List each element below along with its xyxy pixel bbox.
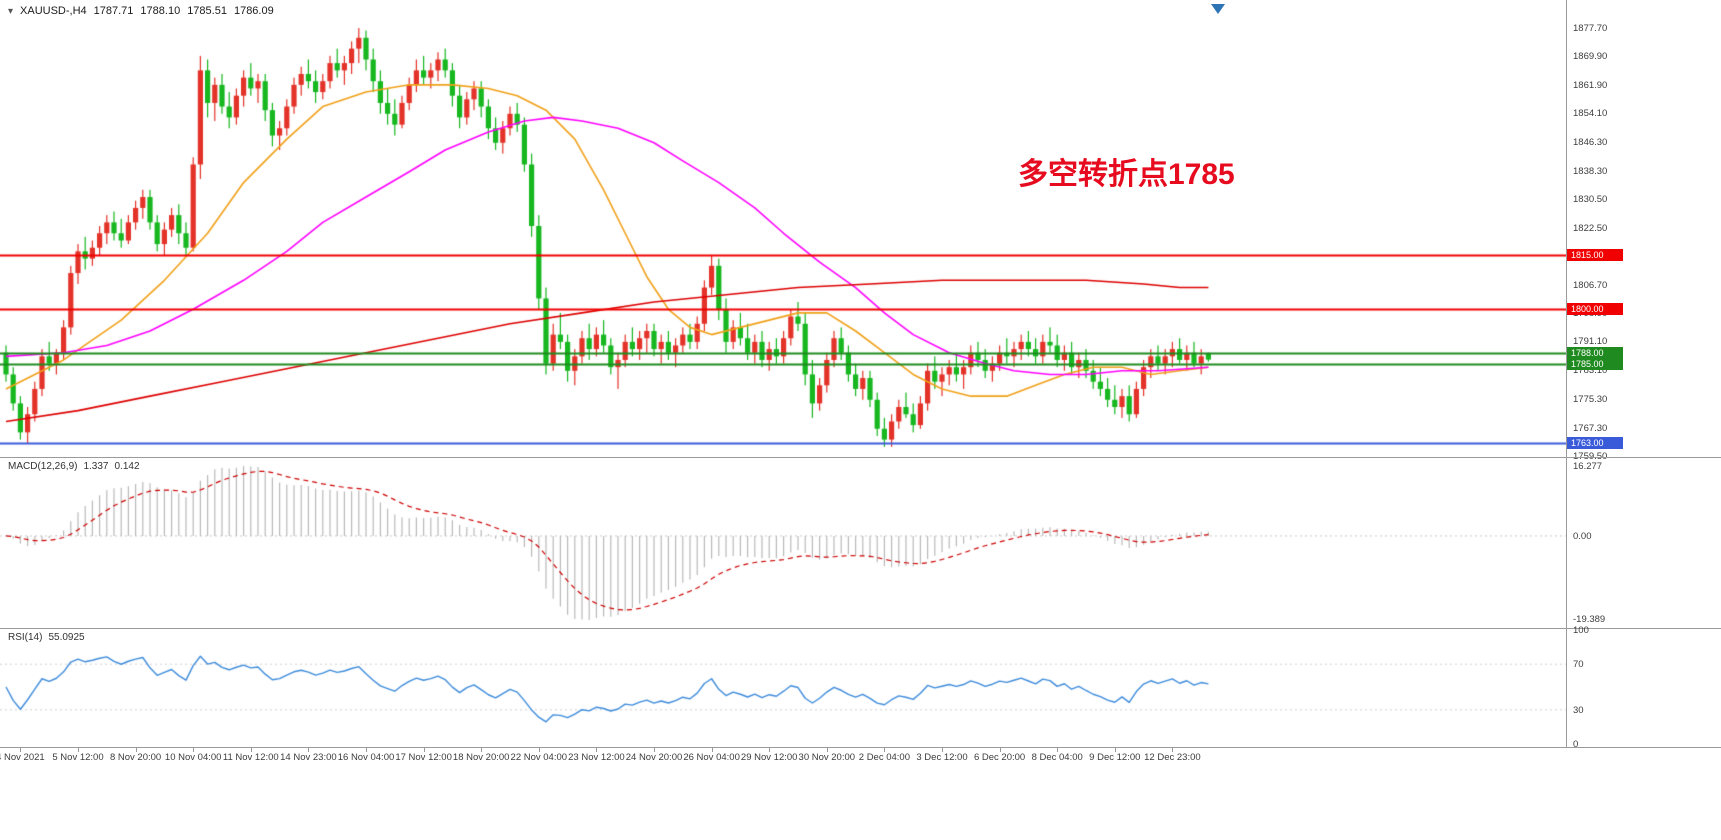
rsi-axis-label: 0 bbox=[1573, 739, 1579, 750]
rsi-axis[interactable]: 100 70 30 0 bbox=[1567, 625, 1721, 750]
time-axis-label: 6 Dec 20:00 bbox=[973, 752, 1026, 763]
time-axis-label: 24 Nov 20:00 bbox=[625, 752, 683, 763]
time-axis-tick bbox=[1172, 748, 1174, 752]
high-value: 1788.10 bbox=[140, 5, 181, 17]
rsi-axis-label: 70 bbox=[1573, 659, 1584, 671]
time-axis-tick bbox=[942, 748, 943, 752]
macd-axis-label: 0.00 bbox=[1573, 530, 1592, 542]
close-value: 1786.09 bbox=[233, 5, 274, 17]
symbol-ohlc-line: ▾ XAUUSD-,H4 1787.71 1788.10 1785.51 1786.09 bbox=[8, 5, 281, 17]
time-axis-label: 22 Nov 04:00 bbox=[510, 752, 568, 763]
time-axis-tick bbox=[308, 748, 310, 752]
price-axis-label: 1869.90 bbox=[1573, 51, 1608, 63]
time-axis-tick bbox=[711, 748, 713, 752]
macd-main-value: 1.337 bbox=[83, 461, 109, 472]
price-axis-label: 1838.30 bbox=[1573, 165, 1608, 177]
time-axis-label: 14 Nov 23:00 bbox=[280, 752, 337, 763]
time-axis-tick bbox=[769, 748, 771, 752]
price-axis-label: 1822.50 bbox=[1573, 222, 1608, 234]
price-axis-label: 1775.30 bbox=[1573, 393, 1608, 405]
price-axis-label: 1783.10 bbox=[1573, 365, 1608, 377]
open-value: 1787.71 bbox=[93, 5, 134, 17]
time-axis-tick bbox=[1114, 748, 1116, 752]
time-axis-label: 10 Nov 04:00 bbox=[164, 752, 222, 763]
time-axis-tick bbox=[999, 748, 1001, 752]
time-axis[interactable]: 4 Nov 2021 5 Nov 12:00 8 Nov 20:00 10 Nov 0… bbox=[0, 748, 1566, 768]
time-axis-tick bbox=[826, 748, 828, 752]
time-axis-tick bbox=[366, 748, 367, 752]
time-axis-tick bbox=[538, 748, 540, 752]
chart-shift-marker-icon[interactable] bbox=[1211, 4, 1225, 14]
time-axis-tick bbox=[250, 748, 252, 752]
time-axis-label: 8 Nov 20:00 bbox=[109, 752, 162, 763]
macd-panel-divider[interactable] bbox=[0, 457, 1721, 458]
price-axis-label: 1791.10 bbox=[1573, 336, 1608, 348]
rsi-axis-label: 30 bbox=[1573, 704, 1584, 716]
macd-signal-value: 0.142 bbox=[114, 461, 140, 472]
symbol-timeframe: XAUUSD-,H4 bbox=[20, 5, 87, 17]
time-axis-label: 9 Dec 12:00 bbox=[1089, 752, 1141, 763]
text-annotation[interactable]: 多空转折点1785 bbox=[1018, 158, 1235, 191]
rsi-indicator-label: RSI(14) 55.0925 bbox=[8, 632, 91, 643]
time-axis-tick bbox=[1057, 748, 1059, 752]
price-axis-border bbox=[1566, 0, 1567, 748]
price-axis-label: 1861.90 bbox=[1573, 80, 1608, 92]
price-chart-canvas[interactable] bbox=[0, 0, 1566, 457]
time-axis-tick bbox=[20, 748, 22, 752]
price-axis-label: 1854.10 bbox=[1573, 108, 1608, 120]
time-axis-tick bbox=[481, 748, 483, 752]
rsi-title: RSI(14) bbox=[8, 632, 43, 643]
price-axis-label: 1767.30 bbox=[1573, 422, 1608, 434]
macd-indicator-label: MACD(12,26,9) 1.337 0.142 bbox=[8, 461, 146, 472]
price-axis-label: 1759.50 bbox=[1573, 451, 1607, 462]
time-axis-label: 11 Nov 12:00 bbox=[222, 752, 279, 763]
time-axis-tick bbox=[193, 748, 195, 752]
price-line-badge: 1788.00 bbox=[1567, 346, 1623, 359]
time-axis-tick bbox=[135, 748, 137, 752]
time-axis-label: 5 Nov 12:00 bbox=[52, 752, 104, 763]
chevron-down-icon[interactable]: ▾ bbox=[8, 6, 14, 17]
time-axis-divider bbox=[0, 747, 1721, 748]
macd-title: MACD(12,26,9) bbox=[8, 461, 78, 472]
time-axis-label: 17 Nov 12:00 bbox=[395, 752, 452, 763]
macd-axis[interactable]: 16.277 0.00 -19.389 bbox=[1567, 458, 1721, 628]
rsi-panel-canvas[interactable] bbox=[0, 629, 1566, 747]
price-axis-label: 1806.70 bbox=[1573, 280, 1608, 292]
price-axis-label: 1846.30 bbox=[1573, 136, 1608, 148]
macd-axis-label: 16.277 bbox=[1573, 461, 1603, 472]
time-axis-tick bbox=[78, 748, 79, 752]
time-axis-tick bbox=[423, 748, 425, 752]
time-axis-label: 8 Dec 04:00 bbox=[1031, 752, 1083, 763]
time-axis-label: 23 Nov 12:00 bbox=[568, 752, 625, 763]
price-axis-label: 1830.50 bbox=[1573, 193, 1608, 205]
price-line-badge: 1785.00 bbox=[1567, 357, 1623, 370]
time-axis-label: 2 Dec 04:00 bbox=[858, 752, 911, 763]
time-axis-label: 29 Nov 12:00 bbox=[740, 752, 798, 763]
time-axis-label: 16 Nov 04:00 bbox=[337, 752, 395, 763]
rsi-axis-label: 100 bbox=[1573, 625, 1589, 636]
price-axis-label: 1877.70 bbox=[1573, 23, 1608, 34]
time-axis-label: 3 Dec 12:00 bbox=[916, 752, 968, 763]
time-axis-tick bbox=[884, 748, 886, 752]
time-axis-tick bbox=[596, 748, 598, 752]
low-value: 1785.51 bbox=[187, 5, 227, 17]
price-line-badge: 1800.00 bbox=[1567, 303, 1623, 316]
time-axis-label: 18 Nov 20:00 bbox=[452, 752, 510, 763]
time-axis-label: 12 Dec 23:00 bbox=[1144, 752, 1201, 763]
time-axis-tick bbox=[654, 748, 655, 752]
price-line-badge: 1763.00 bbox=[1567, 437, 1623, 450]
time-axis-label: 4 Nov 2021 bbox=[0, 752, 45, 763]
macd-panel-canvas[interactable] bbox=[0, 458, 1566, 628]
rsi-value: 55.0925 bbox=[48, 632, 85, 643]
macd-axis-label: -19.389 bbox=[1573, 614, 1606, 625]
rsi-panel-divider[interactable] bbox=[0, 628, 1721, 629]
time-axis-label: 30 Nov 20:00 bbox=[798, 752, 856, 763]
price-line-badge: 1815.00 bbox=[1567, 248, 1623, 261]
price-axis[interactable]: 1877.70 1869.90 1861.90 1854.10 1846.30 1838.… bbox=[1567, 0, 1721, 462]
time-axis-label: 26 Nov 04:00 bbox=[683, 752, 740, 763]
